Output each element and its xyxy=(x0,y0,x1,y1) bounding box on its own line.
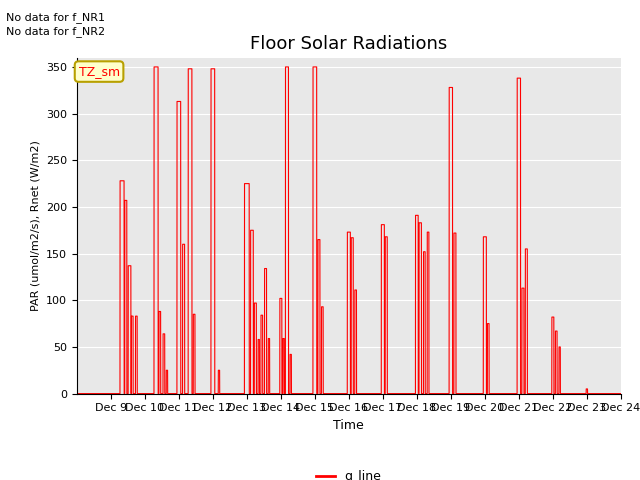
Text: No data for f_NR2: No data for f_NR2 xyxy=(6,26,106,37)
Text: No data for f_NR1: No data for f_NR1 xyxy=(6,12,106,23)
Text: TZ_sm: TZ_sm xyxy=(79,65,120,78)
Title: Floor Solar Radiations: Floor Solar Radiations xyxy=(250,35,447,53)
X-axis label: Time: Time xyxy=(333,419,364,432)
Y-axis label: PAR (umol/m2/s), Rnet (W/m2): PAR (umol/m2/s), Rnet (W/m2) xyxy=(30,140,40,311)
Legend: q_line: q_line xyxy=(311,465,387,480)
